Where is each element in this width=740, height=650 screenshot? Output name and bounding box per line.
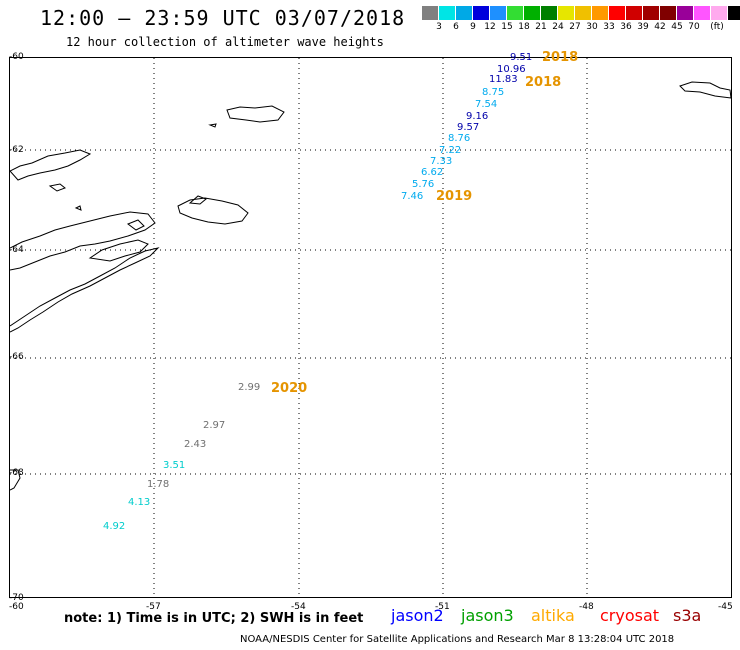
colorbar-swatch	[558, 6, 575, 20]
wave-height-value: 5.76	[412, 179, 435, 190]
wave-height-value: 7.54	[475, 99, 498, 110]
colorbar-tick-label: 3	[436, 22, 442, 32]
wave-height-value: 4.92	[103, 521, 126, 532]
wave-height-value: 6.62	[421, 167, 444, 178]
wave-height-colorbar	[422, 6, 740, 20]
year-label: 2020	[271, 381, 308, 396]
colorbar-tick-label: 18	[518, 22, 530, 32]
footer-note: note: 1) Time is in UTC; 2) SWH is in fe…	[64, 611, 364, 626]
colorbar-swatch	[626, 6, 643, 20]
colorbar-swatch	[507, 6, 524, 20]
colorbar-swatch	[456, 6, 473, 20]
colorbar-tick-label: 6	[453, 22, 459, 32]
lat-label: -68	[9, 468, 24, 478]
legend-jason2: jason2	[391, 606, 444, 625]
legend-s3a: s3a	[673, 606, 702, 625]
lon-label: -54	[291, 602, 306, 612]
colorbar-swatch	[592, 6, 609, 20]
map-frame	[9, 57, 732, 598]
graticule	[10, 58, 731, 597]
wave-height-value: 9.57	[457, 122, 480, 133]
colorbar-tick-label: 42	[654, 22, 666, 32]
page-subtitle: 12 hour collection of altimeter wave hei…	[66, 35, 384, 49]
wave-height-value: 4.13	[128, 497, 151, 508]
colorbar-tick-label: 9	[470, 22, 476, 32]
colorbar-tick-label: (ft)	[710, 22, 724, 32]
wave-height-value: 9.16	[466, 111, 489, 122]
legend-cryosat: cryosat	[600, 606, 660, 625]
colorbar-swatch	[575, 6, 592, 20]
wave-height-value: 1.78	[147, 479, 170, 490]
legend-jason3: jason3	[461, 606, 514, 625]
colorbar-swatch	[439, 6, 456, 20]
colorbar-tick-label: 33	[603, 22, 615, 32]
lat-label: -62	[9, 145, 24, 155]
wave-height-value: 2.43	[184, 439, 207, 450]
wave-height-value: 10.96	[497, 64, 526, 75]
colorbar-tick-label: 27	[569, 22, 581, 32]
lon-label: -48	[579, 602, 594, 612]
wave-height-value: 8.75	[482, 87, 505, 98]
colorbar-swatch	[694, 6, 711, 20]
wave-height-value: 7.22	[439, 145, 462, 156]
wave-height-value: 8.76	[448, 133, 471, 144]
credit-line: NOAA/NESDIS Center for Satellite Applica…	[240, 634, 675, 645]
lon-label: -51	[435, 602, 450, 612]
wave-height-value: 3.51	[163, 460, 186, 471]
colorbar-swatch	[711, 6, 728, 20]
legend-altika: altika	[531, 606, 575, 625]
colorbar-swatch	[541, 6, 558, 20]
colorbar-swatch	[473, 6, 490, 20]
colorbar-tick-label: 45	[671, 22, 683, 32]
map-canvas	[9, 58, 732, 597]
lon-label: -45	[718, 602, 733, 612]
page-title: 12:00 – 23:59 UTC 03/07/2018	[40, 6, 406, 30]
lon-label: -60	[9, 602, 24, 612]
wave-height-value: 7.33	[430, 156, 453, 167]
lat-label: -66	[9, 352, 24, 362]
colorbar-swatch	[728, 6, 740, 20]
colorbar-swatch	[524, 6, 541, 20]
colorbar-swatch	[609, 6, 626, 20]
year-label: 2018	[525, 75, 562, 90]
wave-height-value: 2.99	[238, 382, 261, 393]
colorbar-swatch	[660, 6, 677, 20]
wave-height-value: 7.46	[401, 191, 424, 202]
colorbar-tick-label: 21	[535, 22, 547, 32]
year-label: 2018	[542, 50, 579, 65]
lat-label: -60	[9, 52, 24, 62]
colorbar-tick-label: 36	[620, 22, 632, 32]
wave-height-value: 11.83	[489, 74, 518, 85]
wave-height-value: 2.97	[203, 420, 226, 431]
lon-label: -57	[146, 602, 161, 612]
colorbar-swatch	[677, 6, 694, 20]
colorbar-labels: 3 6 9 12 15 18 21 24 27 30 33 36 39 42 45 70 (ft)	[422, 22, 740, 34]
colorbar-swatch	[643, 6, 660, 20]
colorbar-swatch	[490, 6, 507, 20]
coastlines	[9, 81, 732, 491]
colorbar-tick-label: 24	[552, 22, 564, 32]
wave-height-value: 9.51	[510, 52, 533, 63]
lat-label: -64	[9, 245, 24, 255]
colorbar-tick-label: 39	[637, 22, 649, 32]
colorbar-tick-label: 15	[501, 22, 513, 32]
year-label: 2019	[436, 189, 473, 204]
lat-label: -70	[9, 593, 24, 603]
colorbar-tick-label: 12	[484, 22, 496, 32]
colorbar-tick-label: 70	[688, 22, 700, 32]
colorbar-tick-label: 30	[586, 22, 598, 32]
colorbar-swatch	[422, 6, 439, 20]
